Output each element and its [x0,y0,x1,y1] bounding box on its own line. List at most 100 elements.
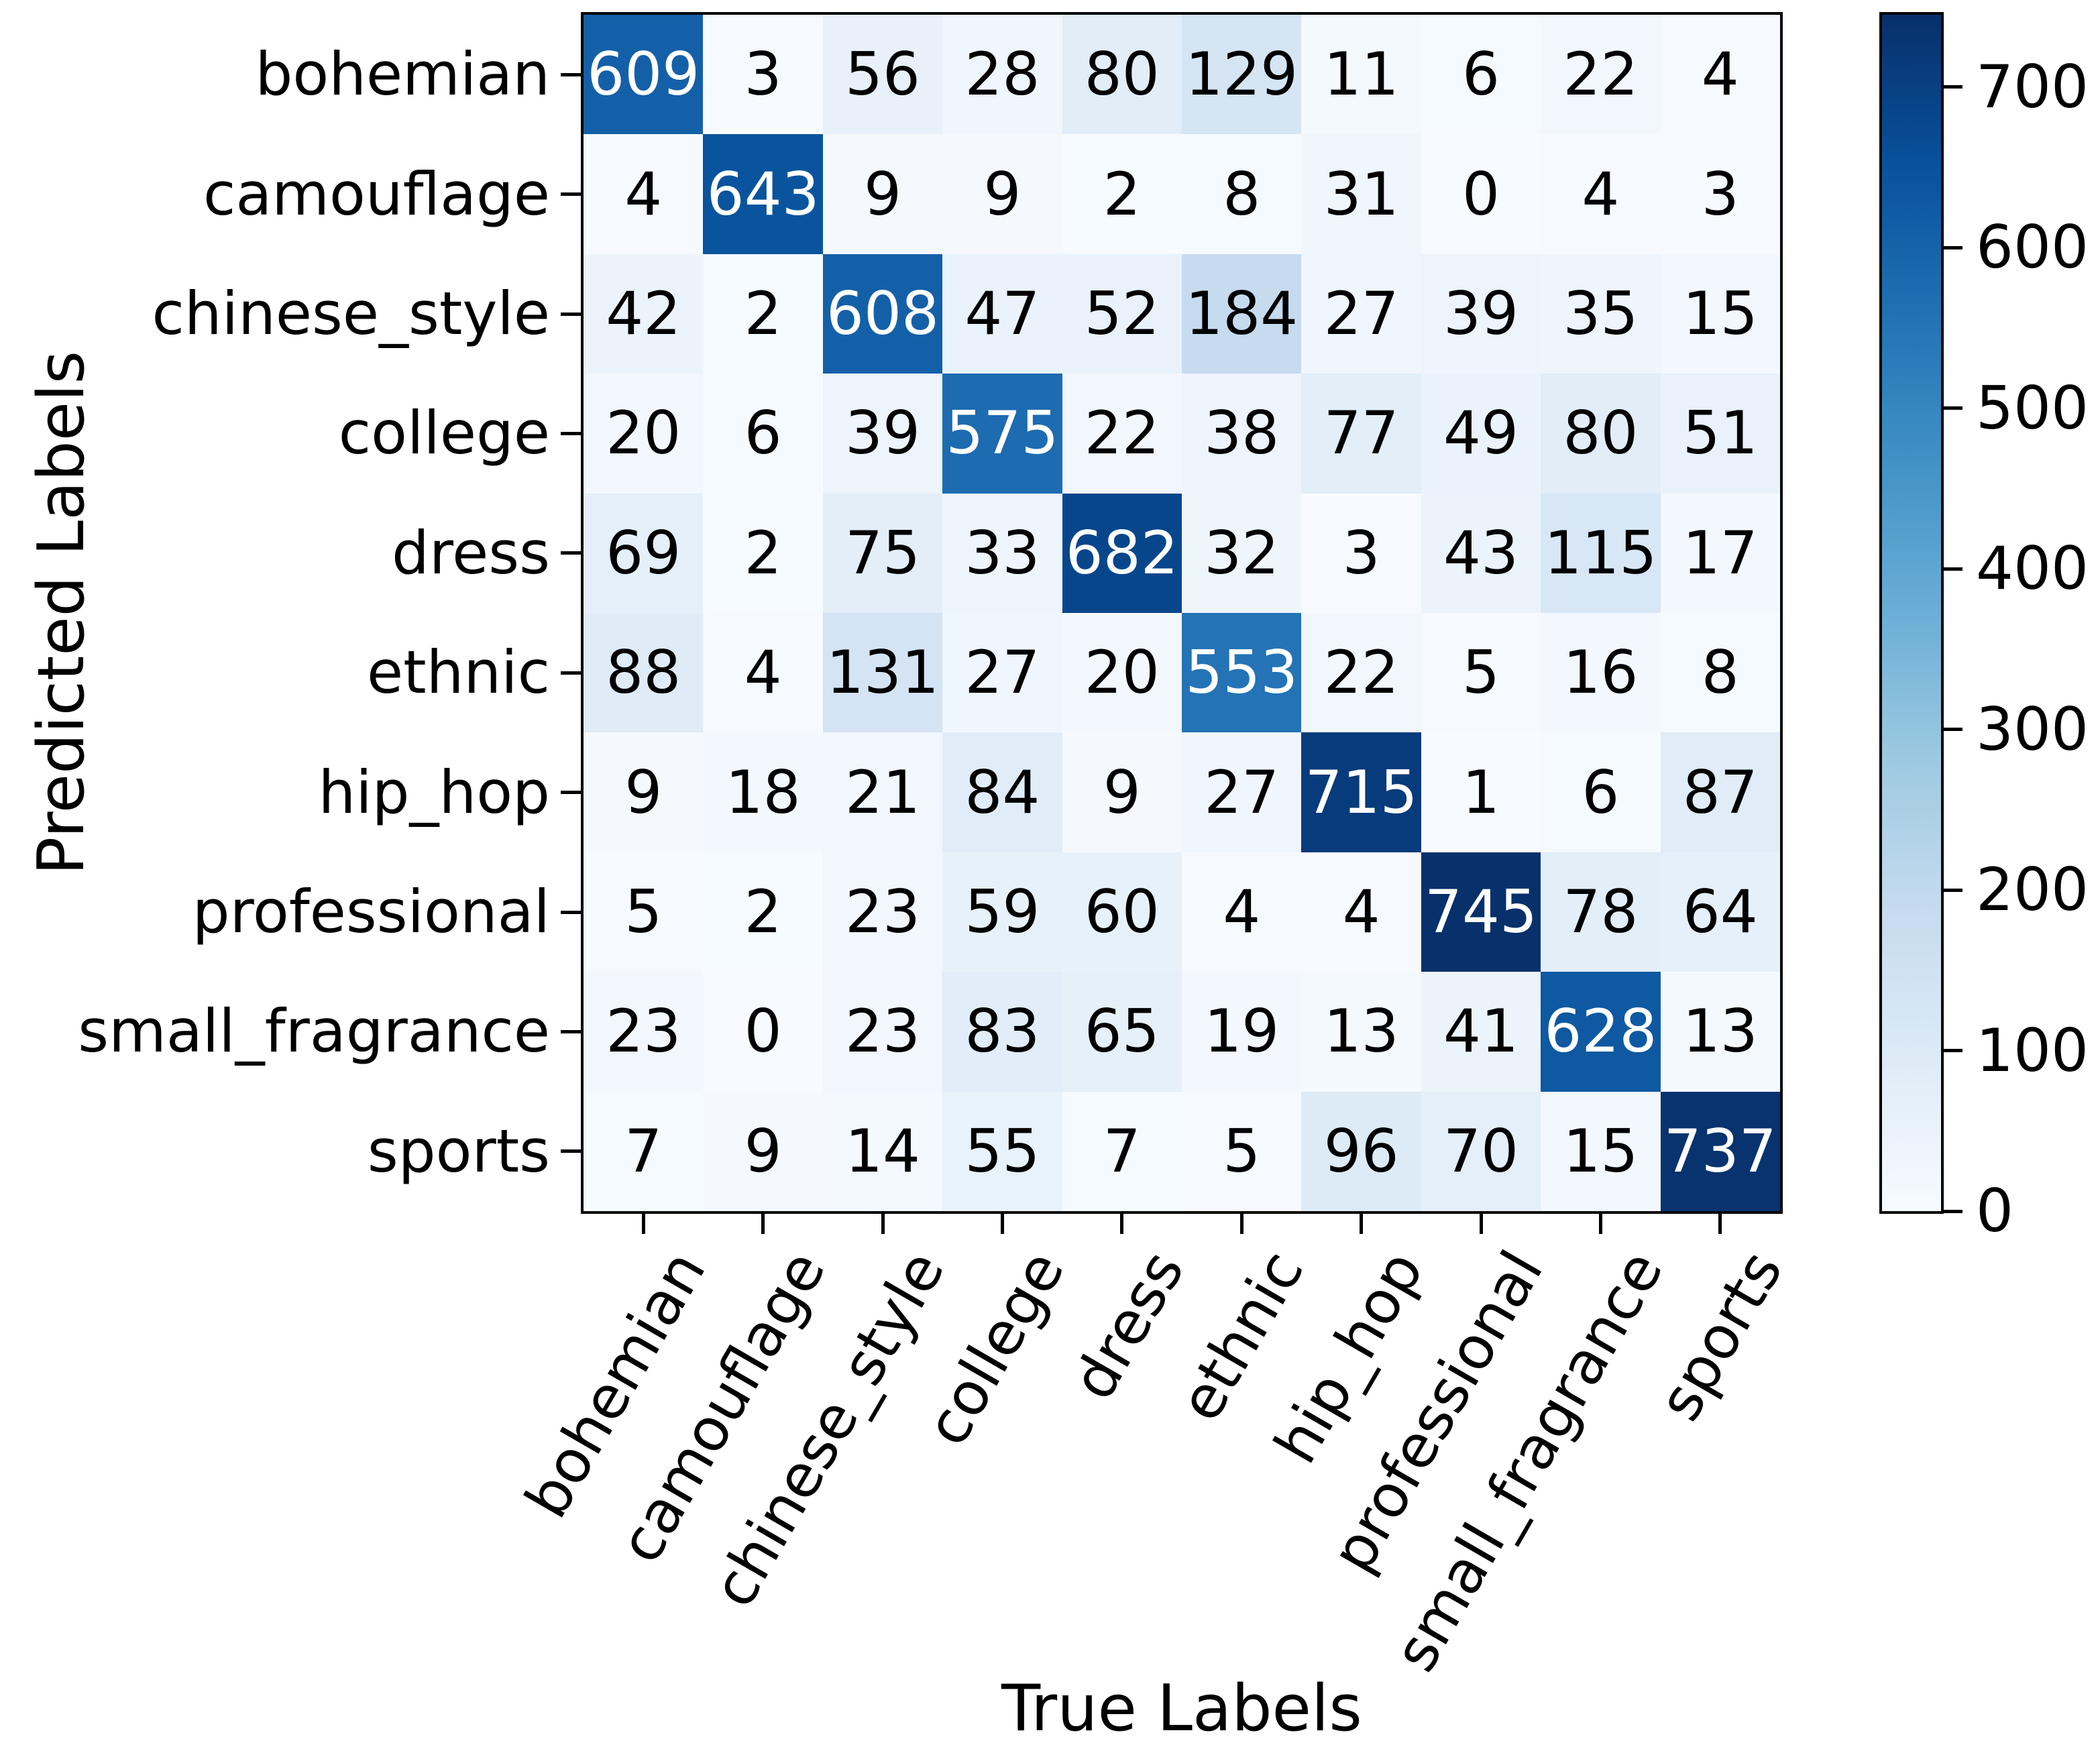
y-tick-mark [561,192,581,196]
heatmap-cell: 31 [1301,134,1421,254]
heatmap-cell: 27 [942,612,1062,733]
heatmap-cell: 33 [942,493,1062,613]
heatmap-cell: 9 [703,1091,823,1211]
heatmap-cell: 38 [1181,374,1302,494]
x-axis-title: True Labels [1001,1672,1362,1746]
heatmap-cell: 59 [942,852,1062,972]
heatmap-cell: 15 [1660,253,1780,374]
heatmap-cell: 0 [1421,134,1541,254]
heatmap-cell: 184 [1181,253,1302,374]
heatmap-cell: 56 [822,15,943,135]
heatmap-cell: 17 [1660,493,1780,613]
heatmap-cell: 13 [1660,972,1780,1092]
heatmap-cell: 609 [584,15,704,135]
heatmap-cell: 87 [1660,732,1780,852]
heatmap-cell: 27 [1181,732,1302,852]
heatmap-cell: 18 [703,732,823,852]
colorbar-tick-label: 400 [1976,534,2089,604]
heatmap-cell: 715 [1301,732,1421,852]
x-tick-mark [1000,1214,1004,1234]
heatmap-cell: 16 [1541,612,1661,733]
heatmap-cell: 553 [1181,612,1302,733]
heatmap-cell: 6 [703,374,823,494]
heatmap-cell: 8 [1660,612,1780,733]
heatmap-cell: 78 [1541,852,1661,972]
y-tick-label: chinese_style [152,279,550,348]
heatmap-cell: 70 [1421,1091,1541,1211]
x-tick-mark [1120,1214,1124,1234]
heatmap-cell: 39 [1421,253,1541,374]
heatmap-cell: 27 [1301,253,1421,374]
heatmap-cell: 5 [1181,1091,1302,1211]
colorbar-tick-mark [1944,1049,1963,1053]
heatmap-cell: 42 [584,253,704,374]
heatmap-cell: 7 [1062,1091,1182,1211]
y-tick-mark [561,910,581,914]
heatmap-cell: 49 [1421,374,1541,494]
colorbar-tick-label: 300 [1976,694,2089,764]
x-tick-mark [1598,1214,1602,1234]
heatmap-cell: 52 [1062,253,1182,374]
heatmap-cell: 39 [822,374,943,494]
heatmap-cell: 19 [1181,972,1302,1092]
heatmap-cell: 608 [822,253,943,374]
heatmap-cell: 15 [1541,1091,1661,1211]
heatmap-cell: 13 [1301,972,1421,1092]
heatmap-cell: 8 [1181,134,1302,254]
heatmap-cell: 9 [942,134,1062,254]
heatmap-cell: 65 [1062,972,1182,1092]
heatmap-cell: 628 [1541,972,1661,1092]
colorbar [1879,12,1944,1214]
y-tick-mark [561,791,581,795]
heatmap-cell: 682 [1062,493,1182,613]
heatmap-plot-area: 609 3 56 28 80 129 11 6 22 4 4 643 9 9 2 8 31 0 4 3 42 2 608 47… [581,12,1783,1214]
heatmap-cell: 9 [822,134,943,254]
heatmap-cell: 7 [584,1091,704,1211]
heatmap-cell: 115 [1541,493,1661,613]
x-tick-mark [1239,1214,1244,1234]
heatmap-cell: 1 [1421,732,1541,852]
colorbar-tick-mark [1944,406,1963,410]
heatmap-cell: 51 [1660,374,1780,494]
heatmap-cell: 4 [584,134,704,254]
y-tick-mark [561,1149,581,1153]
y-tick-label: ethnic [366,638,550,708]
heatmap-cell: 28 [942,15,1062,135]
heatmap-cell: 4 [1181,852,1302,972]
heatmap-cell: 4 [1660,15,1780,135]
colorbar-tick-mark [1944,245,1963,249]
heatmap-cell: 4 [1541,134,1661,254]
heatmap-cell: 23 [584,972,704,1092]
y-tick-label: college [338,398,550,468]
heatmap-cell: 4 [1301,852,1421,972]
colorbar-tick-label: 200 [1976,855,2089,925]
colorbar-tick-mark [1944,85,1963,89]
heatmap-cell: 3 [1301,493,1421,613]
heatmap-cell: 23 [822,852,943,972]
y-tick-label: bohemian [255,40,550,109]
heatmap-cell: 131 [822,612,943,733]
heatmap-cell: 22 [1062,374,1182,494]
y-axis-title: Predicted Labels [25,351,99,875]
y-tick-mark [561,551,581,555]
x-tick-mark [1360,1214,1364,1234]
y-tick-mark [561,1029,581,1033]
y-tick-mark [561,431,581,435]
colorbar-tick-mark [1944,1209,1963,1213]
heatmap-cell: 2 [1062,134,1182,254]
heatmap-cell: 64 [1660,852,1780,972]
heatmap-cell: 80 [1062,15,1182,135]
y-tick-label: sports [367,1116,550,1186]
heatmap-cell: 5 [1421,612,1541,733]
heatmap-cell: 69 [584,493,704,613]
heatmap-cell: 83 [942,972,1062,1092]
heatmap-cell: 22 [1541,15,1661,135]
colorbar-tick-mark [1944,567,1963,571]
heatmap-grid: 609 3 56 28 80 129 11 6 22 4 4 643 9 9 2 8 31 0 4 3 42 2 608 47… [584,15,1780,1211]
heatmap-cell: 43 [1421,493,1541,613]
colorbar-tick-mark [1944,728,1963,732]
heatmap-cell: 3 [703,15,823,135]
heatmap-cell: 21 [822,732,943,852]
heatmap-cell: 22 [1301,612,1421,733]
